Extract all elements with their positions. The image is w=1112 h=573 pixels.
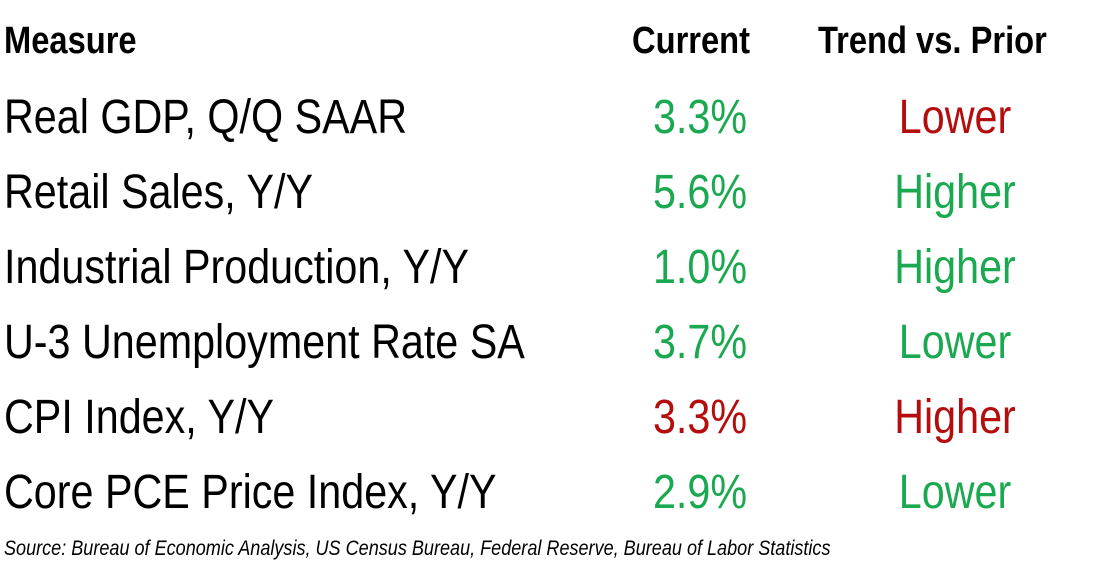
current-value-cell: 3.7% — [652, 316, 748, 369]
trend-cell: Higher — [894, 391, 1016, 444]
table-row: CPI Index, Y/Y 3.3% Higher — [0, 378, 1112, 453]
table-row: Core PCE Price Index, Y/Y 2.9% Lower — [0, 453, 1112, 528]
current-value-cell: 1.0% — [652, 241, 748, 294]
measure-cell: CPI Index, Y/Y — [4, 391, 274, 444]
table-body: Real GDP, Q/Q SAAR 3.3% Lower Retail Sales,… — [0, 78, 1112, 528]
trend-cell: Lower — [898, 91, 1012, 144]
measure-cell: Retail Sales, Y/Y — [4, 166, 313, 219]
table-row: Real GDP, Q/Q SAAR 3.3% Lower — [0, 78, 1112, 153]
measure-cell: Core PCE Price Index, Y/Y — [4, 466, 497, 519]
table-header-row: Measure Current Trend vs. Prior — [0, 0, 1112, 78]
table-row: Industrial Production, Y/Y 1.0% Higher — [0, 228, 1112, 303]
trend-cell: Higher — [894, 241, 1016, 294]
table-row: U-3 Unemployment Rate SA 3.7% Lower — [0, 303, 1112, 378]
current-value-cell: 5.6% — [652, 166, 748, 219]
column-header-measure: Measure — [4, 20, 137, 62]
measure-cell: Industrial Production, Y/Y — [4, 241, 470, 294]
source-note: Source: Bureau of Economic Analysis, US … — [4, 537, 831, 560]
measure-cell: Real GDP, Q/Q SAAR — [4, 91, 408, 144]
trend-cell: Lower — [898, 316, 1012, 369]
table-row: Retail Sales, Y/Y 5.6% Higher — [0, 153, 1112, 228]
measure-cell: U-3 Unemployment Rate SA — [4, 316, 525, 369]
column-header-current: Current — [632, 20, 751, 62]
trend-cell: Higher — [894, 166, 1016, 219]
column-header-trend: Trend vs. Prior — [818, 20, 1047, 62]
trend-cell: Lower — [898, 466, 1012, 519]
current-value-cell: 2.9% — [652, 466, 748, 519]
current-value-cell: 3.3% — [652, 91, 748, 144]
current-value-cell: 3.3% — [652, 391, 748, 444]
economic-indicators-table: Measure Current Trend vs. Prior Real GDP… — [0, 0, 1112, 528]
